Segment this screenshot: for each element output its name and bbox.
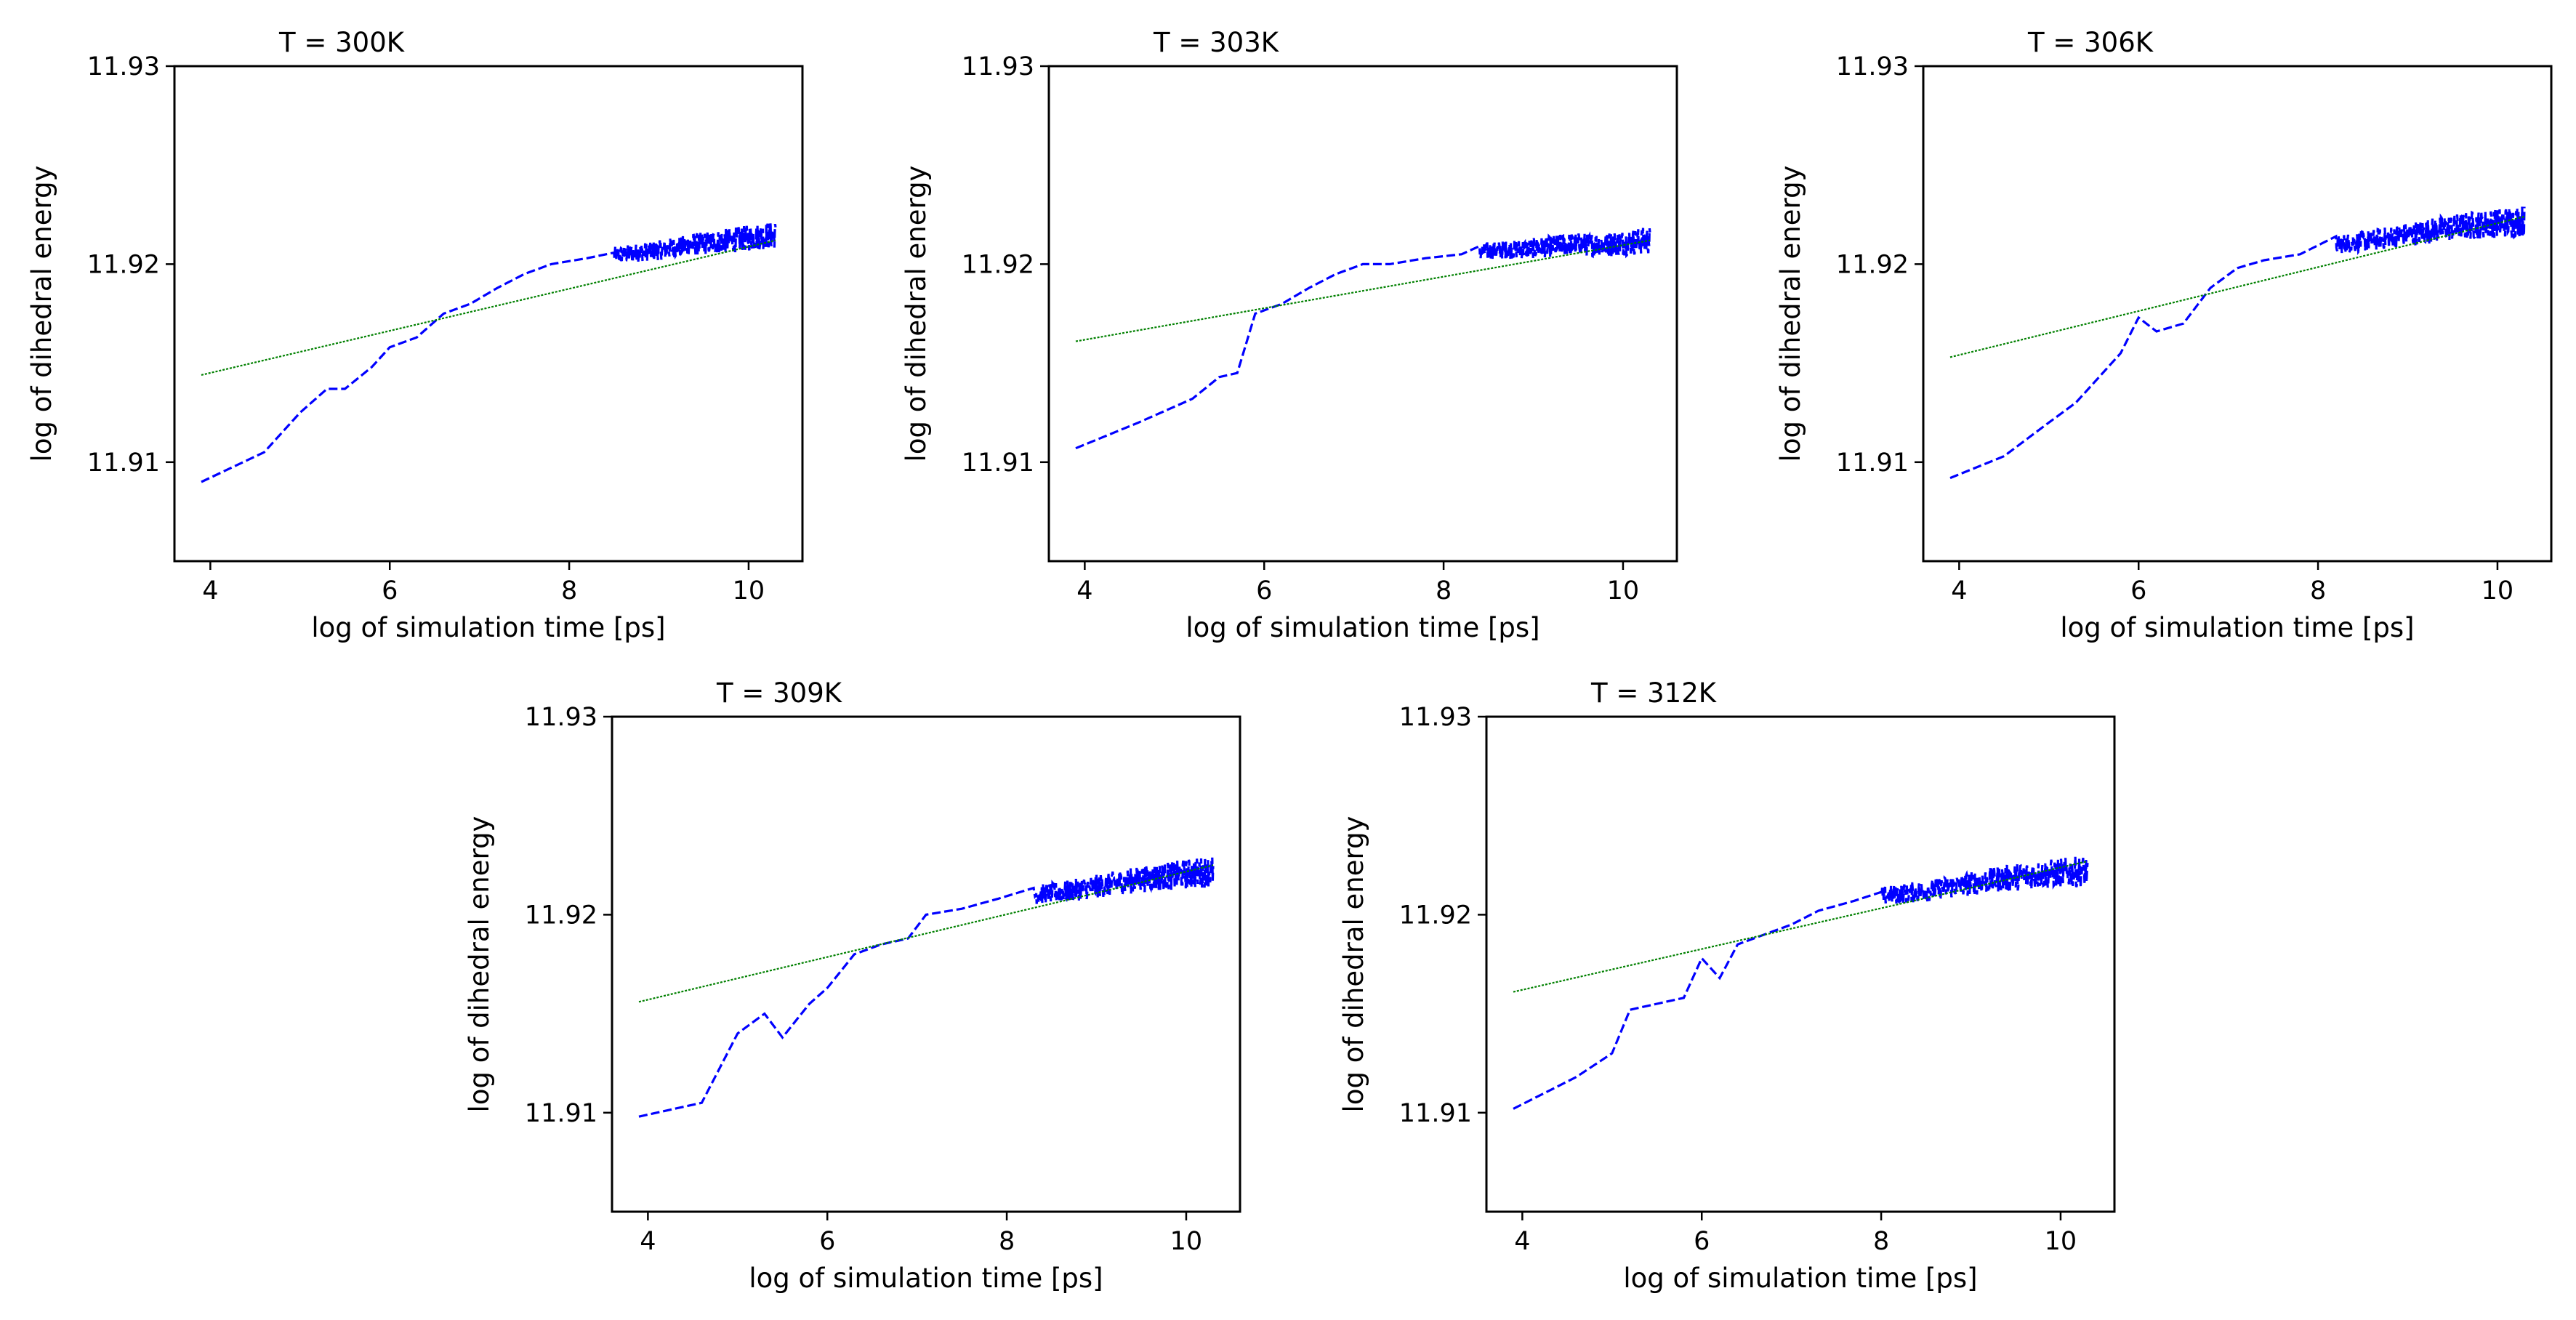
plot-title: T = 300K bbox=[278, 27, 406, 58]
x-tick-label: 6 bbox=[1694, 1227, 1710, 1256]
y-tick-label: 11.91 bbox=[962, 448, 1034, 478]
x-tick-label: 8 bbox=[561, 576, 577, 605]
y-tick-label: 11.92 bbox=[1836, 250, 1909, 279]
axes-frame bbox=[1485, 715, 2116, 1213]
y-tick-label: 11.93 bbox=[525, 703, 597, 732]
chart-panel-5: 4 6 8 10 11.91 11.92 11.93 log of simulation ti… bbox=[1338, 677, 2116, 1294]
x-tick-label: 10 bbox=[1607, 576, 1640, 605]
series-fit-line bbox=[1513, 860, 2088, 993]
y-axis-title: log of dihedral energy bbox=[901, 166, 932, 462]
x-axis-title: log of simulation time [ps] bbox=[1623, 1263, 1977, 1294]
x-tick-label: 6 bbox=[2130, 576, 2146, 605]
x-axis-title: log of simulation time [ps] bbox=[2060, 612, 2414, 643]
y-tick-label: 11.92 bbox=[962, 250, 1034, 279]
series-data-line bbox=[638, 857, 1215, 1118]
x-tick-label: 10 bbox=[2045, 1227, 2077, 1256]
x-tick-label: 8 bbox=[999, 1227, 1015, 1256]
x-tick-label: 10 bbox=[2482, 576, 2514, 605]
x-tick-label: 4 bbox=[1514, 1227, 1530, 1256]
chart-panel-4: 4 6 8 10 11.91 11.92 11.93 log of simulation ti… bbox=[464, 677, 1241, 1294]
x-tick-label: 8 bbox=[2310, 576, 2326, 605]
y-tick-label: 11.93 bbox=[87, 52, 160, 81]
axes-frame bbox=[173, 65, 804, 563]
series-data-line bbox=[1949, 206, 2526, 480]
y-tick-label: 11.92 bbox=[525, 901, 597, 930]
y-tick-label: 11.93 bbox=[1399, 703, 1472, 732]
x-axis-title: log of simulation time [ps] bbox=[311, 612, 665, 643]
axes-frame bbox=[1047, 65, 1678, 563]
x-tick-label: 4 bbox=[1951, 576, 1967, 605]
y-axis-title: log of dihedral energy bbox=[1775, 166, 1806, 462]
y-tick-label: 11.93 bbox=[1836, 52, 1909, 81]
x-tick-label: 4 bbox=[1076, 576, 1092, 605]
x-tick-label: 6 bbox=[819, 1227, 835, 1256]
x-tick-label: 6 bbox=[382, 576, 398, 605]
y-tick-label: 11.91 bbox=[87, 448, 160, 478]
y-axis-title: log of dihedral energy bbox=[26, 166, 57, 462]
series-data-line bbox=[201, 222, 777, 483]
series-data-line bbox=[1513, 856, 2089, 1110]
plot-title: T = 306K bbox=[2027, 27, 2154, 58]
y-tick-label: 11.93 bbox=[962, 52, 1034, 81]
chart-panel-1: 4 6 8 10 11.91 11.92 11.93 log of simulation ti… bbox=[26, 27, 804, 643]
y-tick-label: 11.91 bbox=[525, 1099, 597, 1128]
x-axis-title: log of simulation time [ps] bbox=[749, 1263, 1103, 1294]
plot-title: T = 303K bbox=[1153, 27, 1280, 58]
plot-title: T = 309K bbox=[716, 677, 843, 709]
series-data-line bbox=[1075, 228, 1651, 450]
chart-panel-3: 4 6 8 10 11.91 11.92 11.93 log of simulation ti… bbox=[1775, 27, 2553, 643]
series-fit-line bbox=[201, 239, 776, 376]
y-axis-title: log of dihedral energy bbox=[464, 816, 495, 1113]
chart-panel-2: 4 6 8 10 11.91 11.92 11.93 log of simulation ti… bbox=[901, 27, 1678, 643]
axes-frame bbox=[611, 715, 1241, 1213]
x-axis-title: log of simulation time [ps] bbox=[1186, 612, 1539, 643]
axes-frame bbox=[1922, 65, 2553, 563]
plot-title: T = 312K bbox=[1590, 677, 1718, 709]
y-tick-label: 11.92 bbox=[87, 250, 160, 279]
y-tick-label: 11.91 bbox=[1399, 1099, 1472, 1128]
x-tick-label: 4 bbox=[640, 1227, 656, 1256]
series-fit-line bbox=[638, 864, 1214, 1003]
series-fit-line bbox=[1949, 215, 2525, 358]
y-tick-label: 11.91 bbox=[1836, 448, 1909, 478]
x-tick-label: 6 bbox=[1256, 576, 1272, 605]
y-tick-label: 11.92 bbox=[1399, 901, 1472, 930]
x-tick-label: 4 bbox=[202, 576, 218, 605]
series-fit-line bbox=[1075, 239, 1651, 342]
y-axis-title: log of dihedral energy bbox=[1338, 816, 1369, 1113]
x-tick-label: 8 bbox=[1436, 576, 1452, 605]
x-tick-label: 8 bbox=[1873, 1227, 1889, 1256]
x-tick-label: 10 bbox=[1170, 1227, 1203, 1256]
x-tick-label: 10 bbox=[733, 576, 765, 605]
